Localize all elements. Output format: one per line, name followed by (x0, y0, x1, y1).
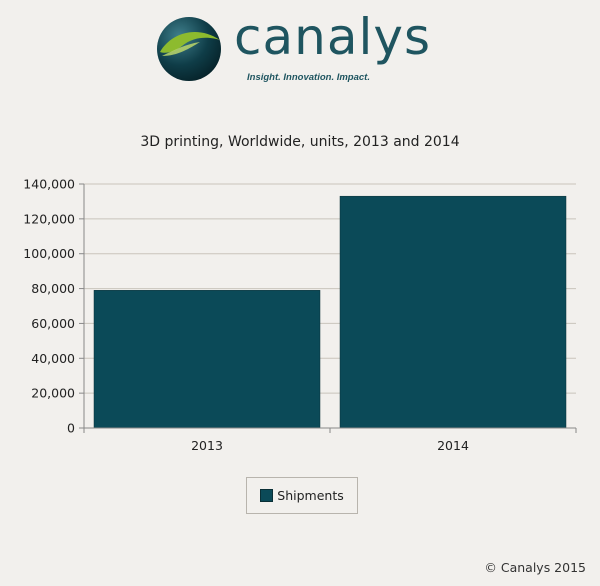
y-tick-label: 60,000 (31, 316, 75, 331)
legend: Shipments (246, 477, 358, 514)
x-tick-label: 2014 (437, 438, 469, 453)
tick-labels: 0 20,000 40,000 60,000 80,000 100,000 120,000 1… (23, 177, 469, 454)
y-tick-label: 140,000 (23, 177, 75, 192)
y-tick-label: 100,000 (23, 246, 75, 261)
canalys-logo: canalys Insight. Innovation. Impact. (156, 8, 456, 94)
y-tick-label: 40,000 (31, 351, 75, 366)
bar-2013 (93, 290, 321, 429)
chart-title: 3D printing, Worldwide, units, 2013 and … (140, 134, 460, 150)
y-tick-label: 80,000 (31, 281, 75, 296)
x-tick-label: 2013 (191, 438, 223, 453)
y-tick-label: 120,000 (23, 211, 75, 226)
brand-tagline: Insight. Innovation. Impact. (247, 72, 370, 83)
bar-chart: 0 20,000 40,000 60,000 80,000 100,000 120,000 1… (23, 177, 577, 454)
legend-label: Shipments (277, 488, 344, 503)
copyright: © Canalys 2015 (484, 560, 586, 575)
axes (79, 183, 577, 433)
brand-name: canalys (234, 8, 431, 66)
y-tick-label: 20,000 (31, 386, 75, 401)
globe-icon (157, 17, 221, 81)
legend-swatch (260, 489, 274, 502)
bars (93, 195, 567, 429)
y-tick-label: 0 (67, 421, 75, 436)
bar-2014 (339, 195, 567, 429)
